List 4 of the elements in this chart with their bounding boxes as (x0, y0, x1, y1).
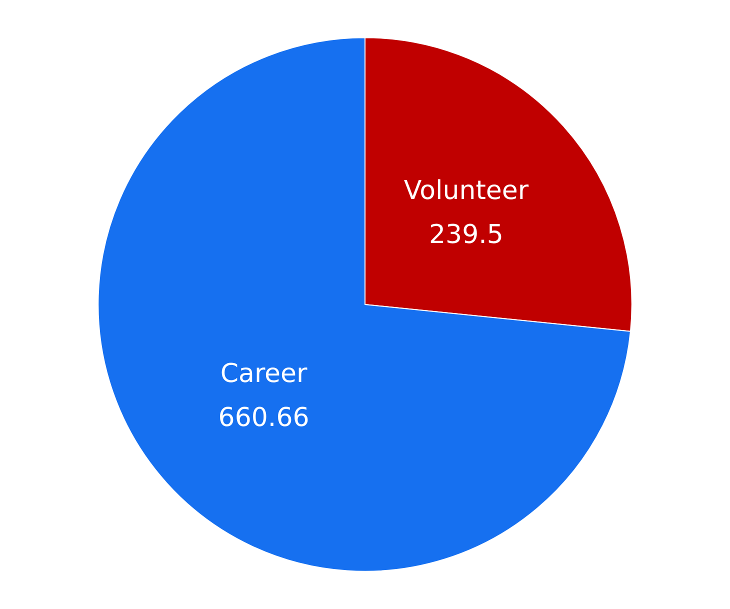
slice-label: Volunteer (404, 176, 529, 206)
data-label: 660.66 (218, 402, 310, 433)
slice-label: Career (220, 358, 308, 389)
data-label: 239.5 (428, 220, 504, 250)
